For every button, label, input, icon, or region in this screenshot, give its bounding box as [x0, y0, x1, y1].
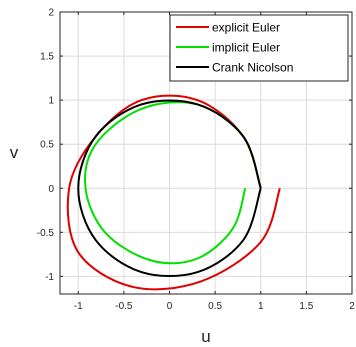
x-tick-labels: -1 -0.5 0 0.5 1 1.5 2	[74, 301, 355, 312]
x-axis-label: u	[201, 327, 210, 346]
series-line-crank-nicolson	[77, 99, 262, 278]
y-tick-label: 0.5	[40, 140, 54, 151]
plot-frame	[59, 11, 353, 295]
legend-label-implicit-euler: implicit Euler	[212, 41, 280, 55]
legend-label-crank-nicolson: Crank Nicolson	[212, 61, 293, 75]
y-tick-label: -1	[45, 272, 54, 283]
x-tick-label: 1.5	[299, 301, 313, 312]
y-tick-label: -0.5	[37, 228, 55, 239]
series-group	[66, 94, 281, 291]
x-tick-label: 2	[349, 301, 355, 312]
legend-label-explicit-euler: explicit Euler	[212, 21, 280, 35]
y-tick-label: 1	[48, 96, 54, 107]
legend: explicit Euler implicit Euler Crank Nicols…	[169, 14, 349, 82]
x-tick-label: -1	[74, 301, 83, 312]
ticks	[60, 11, 353, 294]
x-tick-label: 0.5	[208, 301, 222, 312]
x-tick-label: 1	[258, 301, 264, 312]
x-tick-label: 0	[167, 301, 173, 312]
y-tick-label: 2	[48, 8, 54, 19]
y-axis-label: v	[10, 143, 19, 162]
y-tick-labels: -1 -0.5 0 0.5 1 1.5 2	[37, 8, 55, 283]
y-tick-label: 0	[48, 184, 54, 195]
series-line-explicit-euler	[66, 94, 281, 291]
y-tick-label: 1.5	[40, 52, 54, 63]
x-tick-label: -0.5	[115, 301, 133, 312]
